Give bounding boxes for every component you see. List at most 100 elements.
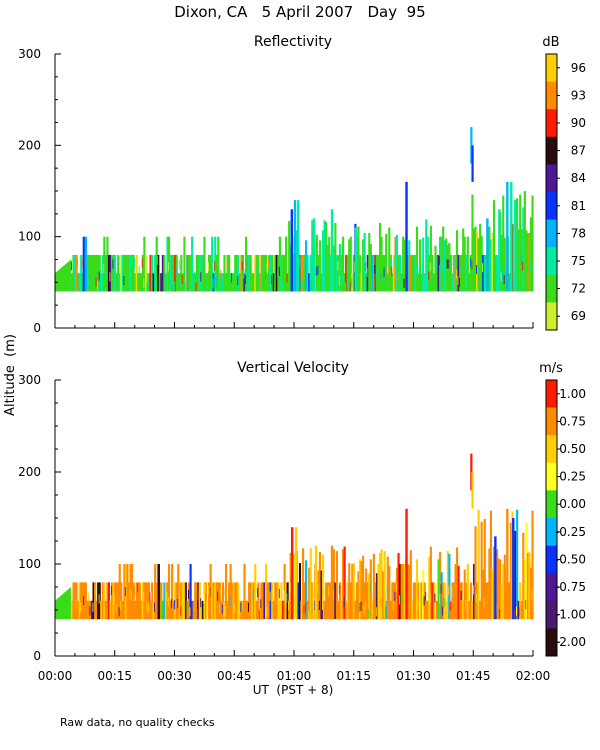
band-column [503,554,506,620]
band-texture [383,267,385,277]
band-column [214,582,217,620]
band-column [195,582,198,620]
band-texture [204,584,206,594]
band-column [155,236,158,292]
footnote: Raw data, no quality checks [60,716,215,729]
band-column [463,236,466,292]
band-column [451,273,454,292]
band-texture [198,593,200,603]
band-column [329,582,332,620]
spike [82,236,86,292]
band-column [509,522,513,620]
band-column [195,254,198,292]
band-column [246,254,249,292]
band-texture [278,266,280,276]
band-column [457,254,460,292]
colorbar-label: 0.50 [559,442,586,456]
band-texture [212,278,214,288]
band-texture [374,264,376,275]
band-column [516,509,519,620]
band-column [525,522,528,620]
band-column [243,564,246,620]
band-column [357,571,360,620]
band-column [100,600,103,620]
spike [405,181,408,292]
band-texture [311,280,313,290]
band-texture [141,258,143,268]
colorbar-swatch [546,136,557,165]
band-column [460,254,463,292]
band-column [97,254,100,292]
band-column [275,582,278,620]
band-texture [178,599,180,610]
band-column [451,582,454,620]
band-texture [98,271,100,281]
band-column [280,254,283,292]
colorbar-swatch [546,109,557,138]
band-column [332,549,335,620]
band-texture [351,277,353,287]
band-column [528,552,531,620]
band-column [446,244,449,292]
band-texture [483,277,485,287]
band-column [149,254,152,292]
band-column [443,240,446,292]
band-texture [175,266,177,276]
spike [494,536,497,620]
band-column [129,254,132,292]
band-column [186,600,189,620]
colorbar-swatch [546,600,557,629]
band-texture [241,261,243,271]
band-column [422,569,425,620]
band-texture [399,595,400,605]
band-texture [375,607,377,617]
band-column [127,582,131,620]
band-texture [109,272,111,282]
band-column [114,582,117,620]
band-column [203,236,206,292]
x-axis-ticks: 00:00 00:15 00:30 00:45 01:00 01:15 01:30 01:45… [38,669,551,683]
band-column [485,582,488,620]
band-column [323,600,326,620]
band-column [369,559,372,620]
band-texture [195,282,197,292]
band-texture [221,604,223,614]
band-column [305,560,308,620]
band-column [321,554,325,620]
band-column [254,254,257,292]
band-column [80,254,83,292]
band-texture [147,603,149,613]
band-texture [326,260,328,270]
band-texture [226,260,228,270]
band-column [482,569,485,620]
band-column [452,254,456,292]
band-column [198,582,201,620]
band-column [471,194,474,292]
band-column [303,582,306,620]
band-column [249,582,252,620]
band-column [349,582,352,620]
band-texture [500,272,502,282]
band-texture [368,609,370,619]
band-texture [184,282,186,292]
band-texture [439,594,440,604]
band-column [100,273,103,292]
colorbar-label: 87 [571,144,586,158]
band-texture [241,601,243,611]
band-column [140,600,143,620]
band-column [166,236,169,292]
band-column [141,582,144,620]
band-column [220,600,223,620]
colorbar-swatch [546,192,557,220]
band-column [226,254,229,292]
band-texture [417,264,419,275]
colorbar-label: 1.00 [559,387,586,401]
band-texture [372,282,374,292]
band-column [221,273,225,292]
band-column [187,582,191,620]
band-column [288,221,291,292]
colorbar-label: 81 [571,199,586,213]
band-column [320,570,323,620]
band-column [497,558,500,620]
